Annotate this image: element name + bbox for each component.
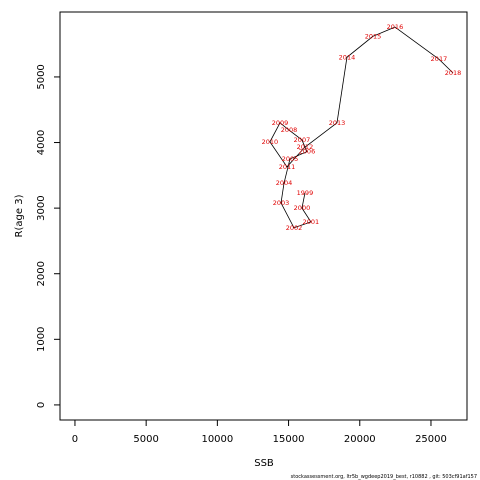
point-label: 2015 [365,32,382,40]
point-label: 2002 [286,224,303,232]
y-tick-label: 0 [36,402,47,408]
point-label: 2007 [294,136,311,144]
point-label: 2001 [303,218,320,226]
y-tick-label: 5000 [36,64,47,89]
point-label: 1999 [297,189,314,197]
point-label: 2000 [294,204,311,212]
y-tick-label: 1000 [36,327,47,352]
point-label: 2013 [329,119,346,127]
x-tick-label: 15000 [273,434,305,445]
point-label: 2009 [272,119,289,127]
y-tick-label: 3000 [36,195,47,220]
point-label: 2014 [339,53,356,61]
x-tick-label: 20000 [344,434,376,445]
plot-frame [59,11,468,421]
x-tick-label: 10000 [201,434,233,445]
point-label: 2008 [281,126,298,134]
point-label: 2010 [262,138,279,146]
footnote: stockassessment.org, ltr5b_wgdeep2019_be… [291,474,477,480]
y-tick-label: 4000 [36,130,47,155]
x-tick-label: 25000 [415,434,447,445]
point-label: 2011 [279,163,296,171]
point-label: 2003 [273,199,290,207]
point-label: 2006 [299,148,316,156]
point-label: 2017 [431,55,448,63]
y-tick-label: 2000 [36,261,47,286]
x-axis-label: SSB [254,458,274,469]
point-label: 2012 [297,143,314,151]
x-tick-label: 5000 [133,434,158,445]
trajectory-line [269,26,454,229]
point-label: 2018 [445,69,462,77]
point-label: 2004 [276,179,293,187]
point-label: 2005 [282,155,299,163]
point-label: 2016 [387,23,404,31]
y-axis-label: R(age 3) [14,194,25,237]
x-tick-label: 0 [72,434,78,445]
